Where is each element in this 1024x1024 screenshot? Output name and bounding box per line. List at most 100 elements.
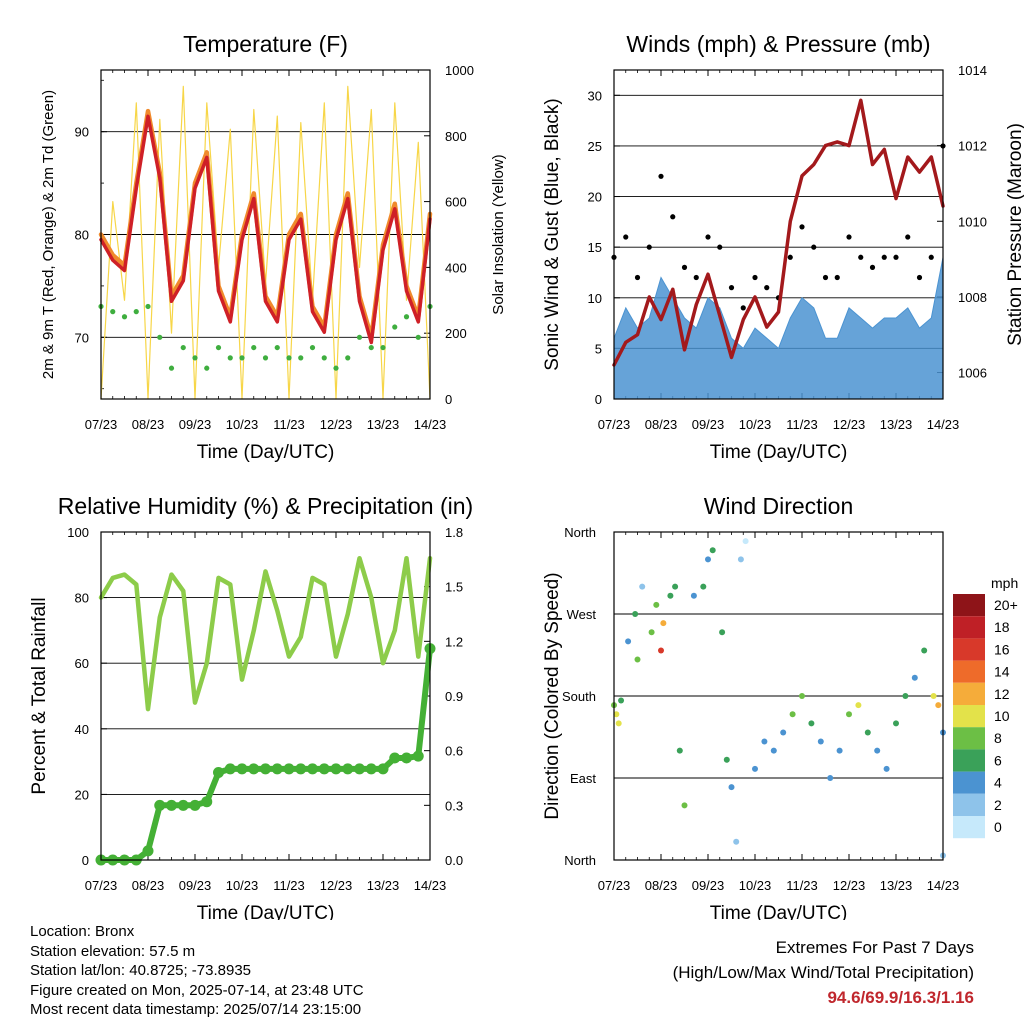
y-axis-label-1: Sonic Wind & Gust (Blue, Black) — [542, 98, 563, 370]
colorbar-level-label: 20+ — [994, 597, 1018, 613]
colorbar-label: mph — [991, 575, 1018, 591]
x-tick-label-2: 11/23 — [273, 878, 305, 893]
y-tick-label-3: West — [567, 607, 597, 622]
colorbar-swatch — [953, 749, 985, 772]
colorbar-level-label: 0 — [994, 819, 1002, 835]
y-axis-label-0: 2m & 9m T (Red, Orange) & 2m Td (Green) — [40, 90, 57, 379]
precipitation-point — [213, 767, 224, 779]
precipitation-point — [412, 750, 424, 762]
x-tick-label-2: 14/23 — [414, 878, 447, 893]
x-tick-label-0: 13/23 — [367, 417, 400, 432]
colorbar-swatch — [953, 682, 985, 705]
colorbar-level-label: 10 — [994, 708, 1010, 724]
gust-point — [834, 274, 840, 281]
colorbar-swatch — [953, 771, 985, 794]
chart-title-2: Relative Humidity (%) & Precipitation (i… — [58, 493, 473, 519]
y2-tick-label-1: 1008 — [958, 290, 987, 305]
precipitation-point — [260, 763, 271, 775]
y2-tick-label-0: 200 — [445, 326, 467, 341]
dewpoint-point — [286, 355, 292, 361]
wind-direction-point — [836, 747, 843, 754]
wind-direction-point — [613, 711, 620, 718]
wind-direction-point — [780, 729, 787, 736]
x-tick-label-0: 09/23 — [179, 417, 212, 432]
x-tick-label-1: 07/23 — [598, 417, 631, 432]
precipitation-point — [177, 799, 189, 811]
gust-point — [634, 274, 641, 281]
x-axis-label-3: Time (Day/UTC) — [710, 903, 848, 920]
wind-direction-point — [737, 556, 744, 563]
y-tick-label-0: 80 — [75, 228, 89, 243]
plot-frame-0 — [100, 69, 431, 400]
y2-tick-label-2: 1.8 — [445, 525, 463, 540]
y-tick-label-1: 25 — [588, 139, 602, 154]
dewpoint-point — [298, 355, 304, 361]
gust-point — [905, 234, 911, 240]
dewpoint-point — [133, 309, 139, 315]
precipitation-point — [389, 752, 401, 764]
precipitation-point — [330, 763, 342, 775]
x-tick-label-3: 12/23 — [833, 878, 866, 893]
wind-direction-point — [935, 702, 942, 709]
wind-direction-point — [660, 620, 667, 627]
wind-direction-point — [709, 547, 716, 554]
gust-point — [846, 234, 852, 240]
wind-direction-point — [723, 756, 730, 763]
gust-point — [787, 254, 793, 260]
x-tick-label-1: 13/23 — [880, 417, 913, 432]
dewpoint-point — [309, 344, 316, 351]
station-pressure-line — [612, 98, 945, 367]
y-tick-label-1: 30 — [588, 88, 602, 103]
colorbar-swatch — [953, 660, 985, 683]
wind-direction-point — [883, 765, 890, 772]
x-tick-label-2: 10/23 — [226, 878, 259, 893]
wind-direction-point — [752, 765, 758, 772]
temp-2m-line — [99, 114, 432, 345]
y2-tick-label-0: 1000 — [445, 63, 474, 78]
precipitation-point — [142, 845, 154, 857]
latlon-text: Station lat/lon: 40.8725; -73.8935 — [30, 962, 252, 979]
colorbar-level-label: 12 — [994, 686, 1010, 702]
colorbar-swatch — [953, 594, 985, 617]
extremes-values: 94.6/69.9/16.3/1.16 — [827, 988, 974, 1007]
gust-point — [822, 274, 829, 281]
plot-frame-1 — [613, 69, 944, 400]
precipitation-point — [166, 799, 177, 811]
precipitation-point — [318, 763, 330, 775]
x-tick-label-2: 12/23 — [320, 878, 353, 893]
y-tick-label-2: 80 — [75, 591, 89, 606]
gust-point — [893, 254, 899, 260]
plot-frame-2 — [100, 531, 431, 861]
station-info: Location: Bronx Station elevation: 57.5 … — [30, 922, 364, 1020]
gust-point — [740, 305, 746, 311]
wind-direction-point — [770, 747, 777, 754]
y-axis-label-3: Direction (Colored By Speed) — [542, 572, 563, 819]
dewpoint-point — [380, 344, 386, 351]
gust-point — [717, 244, 723, 250]
x-tick-label-3: 07/23 — [598, 878, 631, 893]
y-tick-label-3: South — [562, 689, 596, 704]
dewpoint-point — [356, 334, 363, 340]
gust-point — [858, 254, 864, 260]
wind-direction-point — [742, 538, 749, 545]
elevation-text: Station elevation: 57.5 m — [30, 942, 196, 960]
wind-direction-point — [902, 693, 909, 699]
colorbar-level-label: 2 — [994, 797, 1002, 813]
y-tick-label-1: 15 — [588, 240, 602, 255]
colorbar-swatch — [953, 727, 985, 750]
x-tick-label-1: 10/23 — [739, 417, 772, 432]
dewpoint-point — [168, 365, 175, 371]
dewpoint-point — [262, 355, 269, 361]
wind-direction-point — [676, 747, 683, 754]
dewpoint-point — [227, 355, 233, 361]
y-tick-label-2: 0 — [82, 853, 89, 868]
y-tick-label-1: 20 — [588, 190, 602, 205]
extremes-subtitle: (High/Low/Max Wind/Total Precipitation) — [672, 963, 974, 982]
dewpoint-point — [192, 355, 198, 361]
wind-direction-point — [690, 592, 697, 599]
precipitation-point — [154, 799, 166, 811]
gust-point — [928, 254, 934, 260]
wind-direction-point — [733, 838, 740, 845]
wind-direction-point — [700, 583, 707, 590]
x-tick-label-0: 12/23 — [320, 417, 353, 432]
